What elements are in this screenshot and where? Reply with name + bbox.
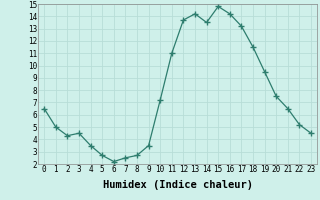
X-axis label: Humidex (Indice chaleur): Humidex (Indice chaleur) <box>103 180 252 190</box>
